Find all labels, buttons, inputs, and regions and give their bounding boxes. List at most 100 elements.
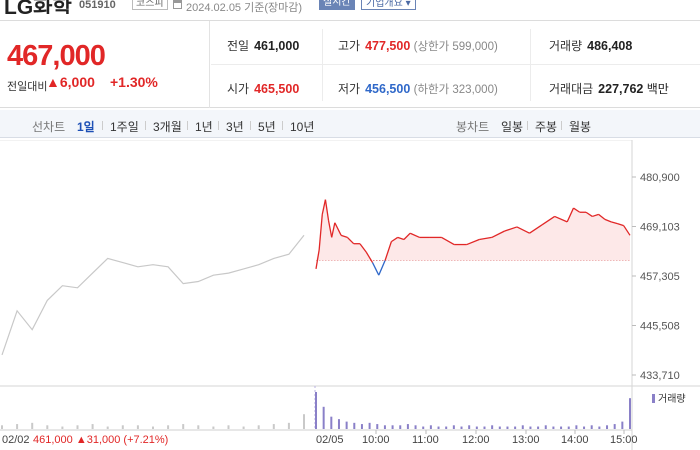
today-volume-bar (529, 426, 532, 429)
today-volume-bar (468, 425, 471, 429)
candle-monthly[interactable]: 월봉 (569, 120, 592, 134)
today-volume-bar (460, 426, 463, 429)
today-volume-bar (613, 424, 616, 429)
today-volume-bar (575, 425, 578, 429)
stock-code: 051910 (79, 0, 116, 11)
today-area-fill (316, 199, 630, 261)
today-line-segment (466, 238, 480, 246)
today-volume-bar (514, 426, 517, 429)
today-line-segment (592, 213, 599, 218)
today-volume-bar (330, 416, 333, 429)
today-volume-bar (506, 426, 509, 429)
today-line-segment (504, 226, 518, 232)
market-badge: 코스피 (132, 0, 168, 10)
prev-volume-bar (76, 425, 79, 429)
prev-volume-bar (287, 422, 290, 429)
today-volume-bar (391, 425, 394, 429)
x-tick-label: 14:00 (561, 434, 589, 446)
prev-day-summary: 461,000 ▲31,000 (+7.21%) (33, 434, 168, 446)
today-line-segment (378, 260, 386, 276)
prev-volume-bar (167, 425, 170, 429)
candle-daily[interactable]: 일봉 (501, 120, 524, 134)
today-line-segment (371, 262, 380, 276)
prev-volume-bar (106, 426, 109, 429)
today-volume-bar (337, 419, 340, 429)
today-line-segment (554, 215, 568, 223)
x-tick-label: 15:00 (610, 434, 638, 446)
toolbar-divider (218, 121, 219, 130)
volume: 거래량 486,408 (549, 39, 633, 53)
today-line-segment (541, 215, 556, 226)
period-1y[interactable]: 1년 (195, 120, 213, 134)
today-line-segment (617, 222, 624, 227)
prev-volume-bar (182, 424, 185, 429)
period-3m[interactable]: 3개월 (153, 120, 182, 134)
today-volume-bar (498, 426, 501, 429)
today-line-segment (529, 224, 543, 234)
period-5y[interactable]: 5년 (258, 120, 276, 134)
today-line-segment (321, 199, 327, 215)
prev-volume-bar (31, 422, 34, 429)
period-1w[interactable]: 1주일 (110, 120, 139, 134)
x-tick-label: 11:00 (412, 434, 439, 446)
low-price: 저가 456,500 (하한가 323,000) (338, 82, 498, 96)
prev-volume-bar (16, 424, 19, 429)
chart-toolbar: 선차트 1일 1주일 3개월 1년 3년 5년 10년 봉차트 일봉 주봉 월봉 (0, 110, 700, 138)
today-volume-bar (606, 425, 609, 429)
price-chart[interactable]: 480,900 469,103 457,305 445,508 433,710 거래량 02… (0, 140, 700, 450)
today-line-segment (573, 207, 581, 213)
toolbar-divider (282, 121, 283, 130)
today-volume-bar (621, 421, 624, 429)
today-volume-bar (560, 426, 563, 429)
today-volume-bar (452, 425, 455, 429)
today-volume-bar (383, 425, 386, 429)
prev-volume-bar (136, 425, 139, 429)
today-line-segment (384, 241, 392, 261)
x-tick-label: 12:00 (462, 434, 490, 446)
prev-volume-bar (61, 426, 64, 429)
stock-header: LG화학 051910 코스피 2024.02.05 기준(장마감) 실시간 기… (0, 0, 700, 14)
toolbar-divider (561, 121, 562, 130)
toolbar-divider (187, 121, 188, 130)
today-line-segment (340, 234, 348, 239)
today-volume-bar (445, 426, 448, 429)
today-line-segment (409, 232, 420, 239)
candle-weekly[interactable]: 주봉 (535, 120, 558, 134)
chart-svg: 480,900 469,103 457,305 445,508 433,710 거래량 02… (0, 140, 700, 450)
prev-volume-bar (212, 426, 215, 429)
y-tick-label: 433,710 (640, 370, 680, 382)
prev-volume-bar (303, 414, 305, 429)
calendar-icon (173, 0, 182, 9)
today-volume-bar (353, 422, 356, 429)
volume-legend-swatch (652, 394, 655, 403)
today-line-segment (327, 220, 333, 238)
company-info-dropdown[interactable]: 기업개요 ▾ (361, 0, 416, 10)
today-line-segment (441, 236, 455, 246)
today-line-segment (516, 226, 530, 234)
change-value: ▲6,000 (46, 74, 95, 90)
period-3y[interactable]: 3년 (226, 120, 244, 134)
today-line-segment (324, 199, 330, 221)
prev-close: 전일 461,000 (227, 39, 300, 53)
trade-amount: 거래대금 227,762 백만 (549, 82, 669, 96)
price-summary: 467,000 전일대비 ▲6,000 +1.30% 전일 461,000 시가 4… (0, 20, 700, 108)
toolbar-divider (102, 121, 103, 130)
today-volume-bar (429, 425, 432, 429)
today-volume-bar (315, 392, 317, 429)
period-1d[interactable]: 1일 (77, 120, 95, 134)
y-tick-label: 457,305 (640, 271, 680, 283)
date-text: 2024.02.05 기준(장마감) (186, 2, 303, 14)
col-divider (322, 29, 323, 101)
today-line-segment (390, 236, 399, 243)
today-volume-bar (360, 424, 363, 429)
today-volume-bar (491, 425, 494, 429)
prev-volume-bar (121, 425, 124, 429)
period-10y[interactable]: 10년 (290, 120, 315, 134)
y-tick-label: 445,508 (640, 321, 680, 333)
today-line-segment (346, 236, 355, 245)
today-volume-bar (437, 426, 440, 429)
high-price: 고가 477,500 (상한가 599,000) (338, 39, 498, 53)
open-price: 시가 465,500 (227, 82, 300, 96)
live-button[interactable]: 실시간 (319, 0, 355, 10)
today-line-segment (585, 211, 593, 217)
